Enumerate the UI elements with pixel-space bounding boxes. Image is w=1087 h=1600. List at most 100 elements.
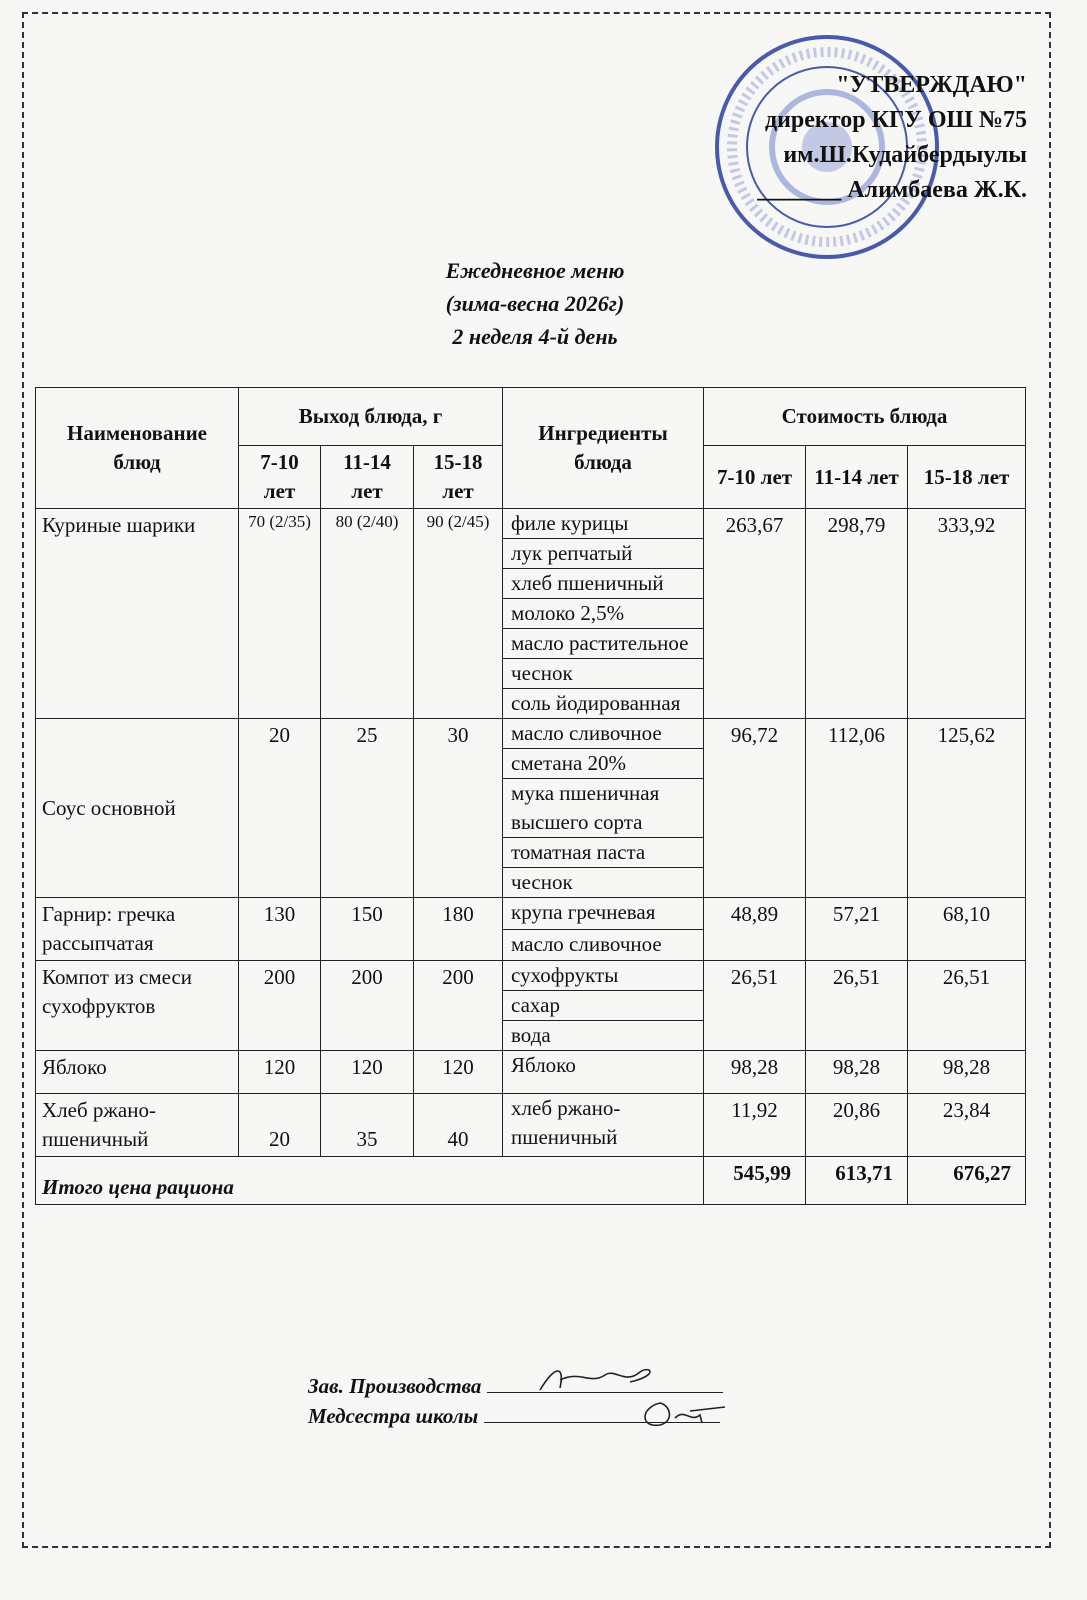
- table-row: мука пшеничная высшего сорта: [36, 778, 1026, 838]
- ingredient: вода: [502, 1020, 705, 1051]
- header-dish-name: Наименование блюд: [35, 387, 239, 509]
- table-row: Гарнир: гречка рассыпчатая 130 150 180 крупа…: [35, 897, 1027, 961]
- approval-heading: "УТВЕРЖДАЮ": [836, 72, 1027, 98]
- ingredient: сметана 20%: [502, 748, 705, 779]
- dish-cost: 98,28: [805, 1050, 909, 1094]
- header-yield-age: 15-18 лет: [412, 445, 504, 509]
- ingredient: соль йодированная: [502, 688, 705, 719]
- dish-name: Компот из смеси сухофруктов: [35, 960, 239, 1051]
- dish-cost: 125,62: [907, 718, 1027, 898]
- table-row: сметана 20%: [36, 748, 1026, 779]
- dish-yield: 120: [320, 1050, 414, 1094]
- ingredient: хлеб пшеничный: [502, 568, 705, 599]
- official-stamp: [715, 35, 939, 259]
- header-cost-age: 11-14 лет: [805, 445, 909, 509]
- table-row: чеснок: [36, 867, 1026, 898]
- dish-cost: 98,28: [703, 1050, 807, 1094]
- dish-name: Яблоко: [35, 1050, 239, 1094]
- ingredient: сухофрукты: [502, 960, 705, 991]
- ingredient: сахар: [502, 990, 705, 1021]
- ingredient: крупа гречневая: [502, 897, 705, 930]
- header-cost-age: 15-18 лет: [907, 445, 1027, 509]
- ingredient: хлеб ржано-пшеничный: [502, 1093, 705, 1157]
- dish-yield: 25: [320, 718, 414, 898]
- table-row: Куриные шарики 70 (2/35) 80 (2/40) 90 (2/45…: [35, 508, 1027, 719]
- ingredient: масло сливочное: [502, 928, 705, 961]
- dish-name: Гарнир: гречка рассыпчатая: [35, 897, 239, 961]
- signature-production: Зав. Производства: [308, 1372, 723, 1399]
- ingredient: томатная паста: [502, 837, 705, 868]
- document-title: Ежедневное меню (зима-весна 2026г) 2 нед…: [0, 254, 1070, 353]
- dish-cost: 298,79: [805, 508, 909, 719]
- header-ingredients: Ингредиенты блюда: [502, 387, 705, 509]
- ingredient: молоко 2,5%: [502, 598, 705, 629]
- dish-cost: 57,21: [805, 897, 909, 961]
- header-cost-age: 7-10 лет: [703, 445, 807, 509]
- dish-cost: 23,84: [907, 1093, 1027, 1157]
- table-row: масло сливочное: [36, 928, 1026, 961]
- header-yield-age: 11-14 лет: [320, 445, 414, 509]
- table-row: томатная паста: [36, 837, 1026, 868]
- dish-name: Хлеб ржано-пшеничный: [35, 1093, 239, 1157]
- approval-school: им.Ш.Кудайбердыулы: [783, 142, 1027, 168]
- dish-cost: 333,92: [907, 508, 1027, 719]
- title-line-1: Ежедневное меню: [445, 258, 625, 283]
- table-row: Яблоко 120 120 120 Яблоко 98,28 98,28 98,28: [35, 1050, 1027, 1094]
- dish-yield: 120: [238, 1050, 321, 1094]
- title-line-2: (зима-весна 2026г): [445, 291, 625, 316]
- table-row: хлеб пшеничный: [36, 568, 1026, 599]
- approval-signer: _______ Алимбаева Ж.К.: [757, 177, 1027, 203]
- table-row: соль йодированная: [36, 688, 1026, 719]
- dish-yield: 35: [320, 1093, 414, 1157]
- dish-yield: 90 (2/45): [412, 508, 504, 719]
- table-row: Хлеб ржано-пшеничный 20 35 40 хлеб ржано-пше…: [35, 1093, 1027, 1157]
- dish-name: Соус основной: [35, 718, 239, 898]
- dish-cost: 11,92: [703, 1093, 807, 1157]
- dish-yield: 20: [238, 718, 321, 898]
- dish-yield: 20: [238, 1093, 321, 1157]
- table-row: Соус основной 20 25 30 масло сливочное 96,72 1…: [35, 718, 1027, 898]
- handwritten-signature-nurse: [644, 1402, 726, 1426]
- table-row: сахар: [36, 990, 1026, 1021]
- dish-yield: 200: [238, 960, 321, 1051]
- header-cost: Стоимость блюда: [703, 387, 1027, 446]
- dish-cost: 68,10: [907, 897, 1027, 961]
- dish-cost: 263,67: [703, 508, 807, 719]
- dish-cost: 26,51: [703, 960, 807, 1051]
- dish-cost: 26,51: [907, 960, 1027, 1051]
- signature-production-label: Зав. Производства: [308, 1374, 482, 1398]
- signature-nurse-label: Медсестра школы: [308, 1404, 479, 1428]
- dish-cost: 20,86: [805, 1093, 909, 1157]
- dish-yield: 200: [412, 960, 504, 1051]
- table-row: лук репчатый: [36, 538, 1026, 569]
- ingredient: чеснок: [502, 867, 705, 898]
- dish-name: Куриные шарики: [35, 508, 239, 719]
- header-yield: Выход блюда, г: [237, 387, 504, 446]
- dish-yield: 40: [412, 1093, 504, 1157]
- menu-table: Наименование блюд Выход блюда, г Ингреди…: [34, 387, 1027, 1205]
- dish-cost: 48,89: [703, 897, 807, 961]
- signature-nurse: Медсестра школы: [308, 1402, 720, 1429]
- ingredient: масло растительное: [502, 628, 705, 659]
- ingredient: чеснок: [502, 658, 705, 689]
- dish-yield: 200: [320, 960, 414, 1051]
- signature-line: [483, 1402, 720, 1423]
- header-yield-age: 7-10 лет: [238, 445, 321, 509]
- dish-yield: 80 (2/40): [320, 508, 414, 719]
- total-label: Итого цена рациона: [34, 1156, 705, 1205]
- dish-yield: 180: [412, 897, 504, 961]
- handwritten-signature-production: [539, 1368, 651, 1391]
- approval-position: директор КГУ ОШ №75: [764, 107, 1027, 133]
- dish-cost: 112,06: [805, 718, 909, 898]
- ingredient: лук репчатый: [502, 538, 705, 569]
- title-line-3: 2 неделя 4-й день: [452, 324, 618, 349]
- ingredient: масло сливочное: [502, 718, 705, 749]
- dish-yield: 30: [412, 718, 504, 898]
- table-row: вода: [36, 1020, 1026, 1051]
- table-row: Компот из смеси сухофруктов 200 200 200 сухо…: [35, 960, 1027, 1051]
- dish-cost: 26,51: [805, 960, 909, 1051]
- total-cost: 545,99: [703, 1156, 807, 1205]
- ingredient: Яблоко: [502, 1050, 705, 1094]
- dish-yield: 150: [320, 897, 414, 961]
- ingredient: филе курицы: [502, 508, 705, 539]
